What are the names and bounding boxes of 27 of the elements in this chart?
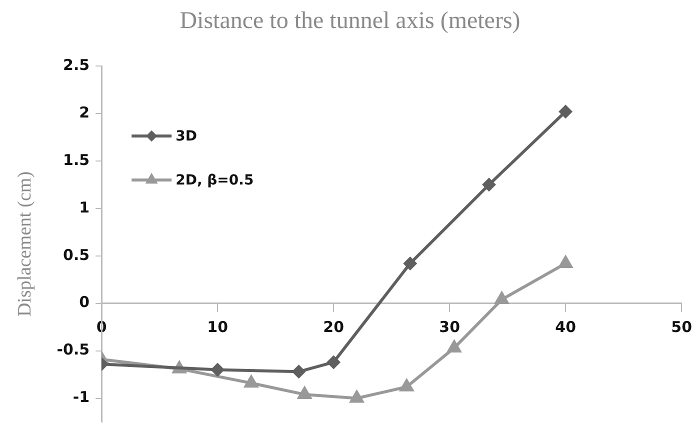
chart-title: Distance to the tunnel axis (meters) [178, 8, 522, 35]
x-tick-label: 10 [207, 318, 228, 336]
y-tick-label: 1.5 [63, 150, 90, 169]
point [558, 254, 574, 268]
legend-label: 3D [176, 128, 197, 145]
y-tick-label: 2 [79, 103, 90, 122]
y-tick-label: -1 [72, 388, 90, 406]
y-tick-label: 1 [79, 198, 90, 216]
point [446, 338, 462, 352]
y-tick-label: 2.5 [63, 56, 90, 74]
y-tick-label: 0 [79, 293, 90, 312]
point [403, 256, 418, 270]
y-tick-label: -0.5 [56, 340, 90, 359]
point [398, 378, 414, 392]
y-tick-label: 0.5 [63, 246, 90, 264]
point [243, 374, 260, 388]
point [558, 104, 573, 119]
x-tick-label: 30 [439, 318, 460, 336]
legend-label: 2D, β=0.5 [176, 172, 254, 189]
point [296, 385, 312, 399]
point [482, 178, 496, 192]
x-tick-label: 40 [555, 318, 576, 336]
point [348, 389, 365, 403]
x-tick-label: 50 [671, 318, 692, 336]
y-axis-title: Displacement (cm) [14, 171, 36, 317]
point [494, 290, 510, 304]
x-tick-label: 20 [323, 318, 344, 336]
